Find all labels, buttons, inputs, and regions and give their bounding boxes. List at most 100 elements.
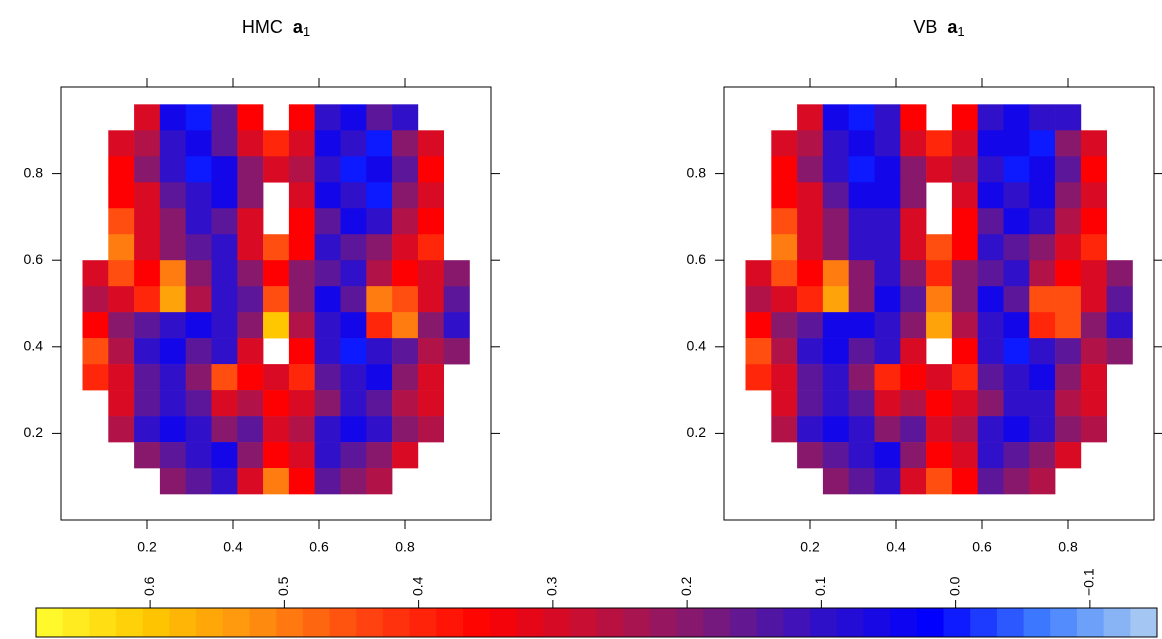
heatmap-cell bbox=[134, 312, 161, 339]
heatmap-cell bbox=[340, 130, 367, 157]
heatmap-cell bbox=[237, 234, 264, 261]
heatmap-cell bbox=[417, 260, 444, 287]
colorbar-tick-label: −0.1 bbox=[1081, 568, 1097, 596]
heatmap-cell bbox=[900, 390, 927, 417]
heatmap-cell bbox=[977, 156, 1004, 183]
heatmap-cell bbox=[159, 208, 186, 235]
heatmap-cell bbox=[314, 312, 341, 339]
heatmap-cell bbox=[822, 338, 849, 365]
heatmap-cell bbox=[134, 208, 161, 235]
heatmap-cell bbox=[159, 156, 186, 183]
heatmap-cell bbox=[977, 234, 1004, 261]
heatmap-cell bbox=[745, 338, 772, 365]
colorbar-block bbox=[970, 608, 998, 637]
heatmap-cell bbox=[1080, 130, 1107, 157]
heatmap-cell bbox=[1029, 364, 1056, 391]
heatmap-cell bbox=[1055, 260, 1082, 287]
heatmap-cell bbox=[848, 182, 875, 209]
heatmap-cell bbox=[211, 208, 238, 235]
heatmap-cell bbox=[134, 364, 161, 391]
heatmap-cell bbox=[1080, 234, 1107, 261]
colorbar-block bbox=[916, 608, 944, 637]
title-text: VB bbox=[913, 17, 937, 37]
heatmap-cell bbox=[340, 442, 367, 469]
heatmap-cell bbox=[900, 442, 927, 469]
heatmap-cell bbox=[159, 130, 186, 157]
heatmap-cell bbox=[237, 312, 264, 339]
heatmap-cell bbox=[392, 130, 419, 157]
heatmap-cell bbox=[848, 130, 875, 157]
heatmap-cell bbox=[900, 234, 927, 261]
heatmap-cell bbox=[1029, 468, 1056, 495]
colorbar-block bbox=[996, 608, 1024, 637]
heatmap-cell bbox=[314, 156, 341, 183]
heatmap-cell bbox=[822, 182, 849, 209]
heatmap-cell bbox=[314, 364, 341, 391]
heatmap-cell bbox=[237, 104, 264, 131]
heatmap-cell bbox=[977, 364, 1004, 391]
heatmap-cell bbox=[797, 286, 824, 313]
title-text: HMC bbox=[242, 17, 283, 37]
heatmap-cell bbox=[951, 260, 978, 287]
heatmap-cell bbox=[1029, 390, 1056, 417]
colorbar-block bbox=[36, 608, 64, 637]
heatmap-cell bbox=[392, 390, 419, 417]
heatmap-cell bbox=[822, 208, 849, 235]
heatmap-cell bbox=[977, 130, 1004, 157]
heatmap-cell bbox=[874, 338, 901, 365]
heatmap-cell bbox=[874, 416, 901, 443]
heatmap-cell bbox=[822, 416, 849, 443]
heatmap-cell bbox=[185, 182, 212, 209]
colorbar-block bbox=[329, 608, 357, 637]
heatmap-cell bbox=[874, 208, 901, 235]
x-tick-label: 0.4 bbox=[223, 539, 243, 555]
colorbar-block bbox=[409, 608, 437, 637]
colorbar-block bbox=[623, 608, 651, 637]
heatmap-cell bbox=[848, 364, 875, 391]
heatmap-cell bbox=[340, 182, 367, 209]
heatmap-cell bbox=[771, 130, 798, 157]
heatmap-cell bbox=[392, 416, 419, 443]
panel-title: VB a1 bbox=[913, 17, 964, 40]
heatmap-cell bbox=[848, 338, 875, 365]
colorbar-tick-label: 0.2 bbox=[678, 576, 694, 596]
heatmap-cell bbox=[237, 364, 264, 391]
heatmap-cell bbox=[848, 286, 875, 313]
heatmap-cell bbox=[822, 364, 849, 391]
heatmap-cell bbox=[392, 442, 419, 469]
heatmap-cell bbox=[417, 312, 444, 339]
heatmap-cell bbox=[926, 156, 953, 183]
heatmap-cell bbox=[134, 130, 161, 157]
heatmap-cell bbox=[417, 130, 444, 157]
heatmap-cell bbox=[1029, 312, 1056, 339]
heatmap-cell bbox=[926, 130, 953, 157]
colorbar-block bbox=[222, 608, 250, 637]
heatmap-cell bbox=[745, 260, 772, 287]
heatmap-cell bbox=[822, 312, 849, 339]
heatmap-cell bbox=[951, 286, 978, 313]
colorbar-block bbox=[703, 608, 731, 637]
heatmap-cell bbox=[1029, 286, 1056, 313]
heatmap-cell bbox=[1055, 234, 1082, 261]
heatmap-cell bbox=[797, 130, 824, 157]
heatmap-cell bbox=[900, 312, 927, 339]
heatmap-cell bbox=[951, 156, 978, 183]
heatmap-cell bbox=[848, 156, 875, 183]
heatmap-cell bbox=[263, 442, 290, 469]
colorbar-block bbox=[676, 608, 704, 637]
heatmap-cell bbox=[1106, 312, 1133, 339]
heatmap-cell bbox=[417, 364, 444, 391]
heatmap-cell bbox=[288, 312, 315, 339]
heatmap-cell bbox=[417, 286, 444, 313]
heatmap-cell bbox=[951, 208, 978, 235]
title-symbol: a bbox=[293, 17, 304, 37]
heatmap-cell bbox=[1080, 390, 1107, 417]
heatmap-cell bbox=[848, 234, 875, 261]
heatmap-cell bbox=[797, 312, 824, 339]
heatmap-cell bbox=[366, 364, 393, 391]
heatmap-cell bbox=[771, 156, 798, 183]
title-gap bbox=[937, 17, 947, 37]
heatmap-cell bbox=[874, 182, 901, 209]
heatmap-cell bbox=[185, 286, 212, 313]
